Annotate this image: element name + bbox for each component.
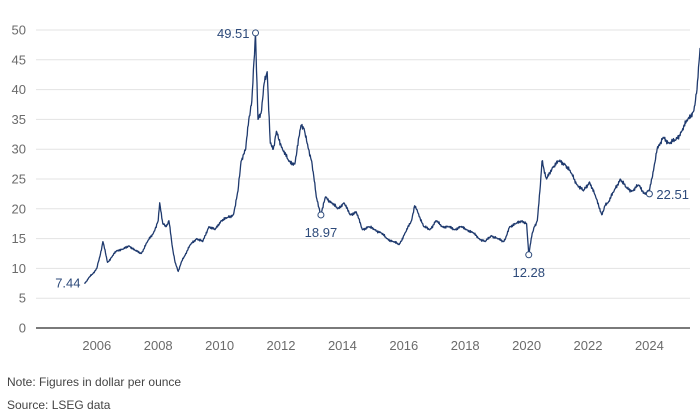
gridlines (36, 29, 690, 329)
x-tick-label-2016: 2016 (389, 338, 418, 353)
x-tick-label-2010: 2010 (205, 338, 234, 353)
annotation-label-12-28: 12.28 (512, 265, 545, 280)
y-tick-label-45: 45 (12, 52, 26, 67)
annotations: 49.51 18.97 12.28 22.51 7.44 (55, 26, 689, 291)
y-tick-label-30: 30 (12, 142, 26, 157)
x-tick-label-2012: 2012 (267, 338, 296, 353)
annotation-marker-12-28 (525, 251, 533, 259)
y-tick-label-10: 10 (12, 261, 26, 276)
y-tick-label-40: 40 (12, 82, 26, 97)
annotation-label-49-51: 49.51 (217, 26, 250, 41)
x-axis: 2006 2008 2010 2012 2014 2016 2018 2020 2022 2024 (82, 338, 664, 353)
y-tick-label-5: 5 (19, 291, 26, 306)
x-tick-label-2020: 2020 (512, 338, 541, 353)
annotation-label-7-44: 7.44 (55, 276, 80, 291)
y-tick-label-35: 35 (12, 112, 26, 127)
y-tick-label-0: 0 (19, 321, 26, 336)
footnote: Note: Figures in dollar per ounce (7, 375, 182, 389)
y-tick-label-20: 20 (12, 201, 26, 216)
y-tick-label-15: 15 (12, 231, 26, 246)
series-layer (83, 32, 700, 285)
series-line-0 (83, 32, 700, 285)
annotation-marker-22-51 (645, 190, 653, 198)
y-tick-label-25: 25 (12, 172, 26, 187)
annotation-marker-49-51 (252, 29, 260, 37)
annotation-label-18-97: 18.97 (305, 225, 338, 240)
x-tick-label-2018: 2018 (451, 338, 480, 353)
x-tick-label-2024: 2024 (635, 338, 664, 353)
y-axis: 0 5 10 15 20 25 30 35 40 45 50 (12, 23, 26, 336)
annotation-marker-18-97 (317, 211, 325, 219)
x-tick-label-2014: 2014 (328, 338, 357, 353)
silver-price-chart: 0 5 10 15 20 25 30 35 40 45 50 2006 2008 2010 2012 201… (12, 23, 700, 353)
x-tick-label-2008: 2008 (144, 338, 173, 353)
x-tick-label-2022: 2022 (574, 338, 603, 353)
annotation-label-22-51: 22.51 (656, 187, 689, 202)
source-note: Source: LSEG data (7, 398, 111, 412)
y-tick-label-50: 50 (12, 23, 26, 38)
x-tick-label-2006: 2006 (82, 338, 111, 353)
